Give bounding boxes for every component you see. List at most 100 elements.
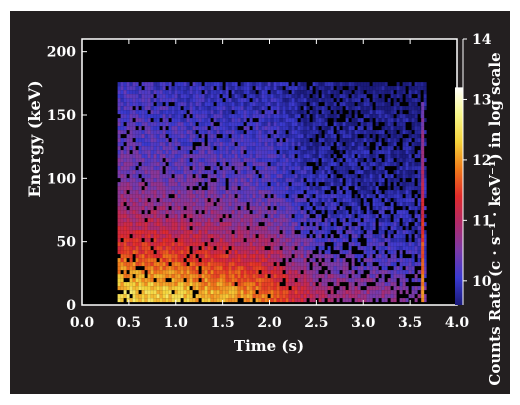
heatmap-cell [267,222,271,227]
heatmap-cell [213,130,217,135]
heatmap-cell [372,82,376,87]
heatmap-cell [348,198,352,203]
heatmap-cell [138,202,142,207]
heatmap-cell [384,158,388,163]
heatmap-cell [342,238,346,243]
heatmap-cell [258,218,262,223]
heatmap-cell [159,198,163,203]
heatmap-cell [138,230,142,235]
heatmap-cell [421,174,425,179]
heatmap-cell [141,246,145,251]
heatmap-cell [261,238,265,243]
heatmap-cell [414,298,418,303]
heatmap-cell [345,266,349,271]
heatmap-cell [270,294,274,299]
heatmap-cell [207,234,211,239]
heatmap-cell [186,142,190,147]
heatmap-cell [153,86,157,91]
heatmap-cell [354,210,358,215]
heatmap-cell [174,146,178,151]
heatmap-cell [387,138,391,143]
heatmap-cell [330,190,334,195]
heatmap-cell [216,194,220,199]
heatmap-cell [399,238,403,243]
heatmap-cell [138,278,142,283]
heatmap-cell [207,226,211,231]
heatmap-cell [408,202,412,207]
heatmap-cell [237,194,241,199]
heatmap-cell [159,90,163,95]
heatmap-cell [327,102,331,107]
heatmap-cell [192,134,196,139]
heatmap-cell [174,102,178,107]
heatmap-cell [423,130,427,135]
heatmap-cell [318,274,322,279]
heatmap-cell [129,110,133,115]
heatmap-cell [348,98,352,103]
heatmap-cell [210,206,214,211]
heatmap-cell [300,122,304,127]
heatmap-cell [270,210,274,215]
heatmap-cell [300,214,304,219]
heatmap-cell [285,118,289,123]
heatmap-cell [267,126,271,131]
heatmap-cell [180,86,184,91]
heatmap-cell [126,238,130,243]
heatmap-cell [405,114,409,119]
heatmap-cell [300,158,304,163]
heatmap-cell [333,258,337,263]
heatmap-cell [252,266,256,271]
heatmap-cell [201,206,205,211]
heatmap-cell [225,82,229,87]
heatmap-cell [339,250,343,255]
heatmap-cell [360,210,364,215]
heatmap-cell [228,114,232,119]
heatmap-cell [318,114,322,119]
heatmap-cell [372,218,376,223]
heatmap-cell [183,254,187,259]
heatmap-cell [270,290,274,295]
heatmap-cell [165,298,169,303]
heatmap-cell [384,258,388,263]
heatmap-cell [177,190,181,195]
heatmap-cell [351,86,355,91]
heatmap-cell [312,278,316,283]
heatmap-cell [294,194,298,199]
heatmap-cell [189,238,193,243]
heatmap-cell [168,114,172,119]
heatmap-cell [174,258,178,263]
heatmap-cell [246,274,250,279]
heatmap-cell [171,162,175,167]
heatmap-cell [219,110,223,115]
heatmap-cell [165,142,169,147]
heatmap-cell [423,270,427,275]
heatmap-cell [246,218,250,223]
heatmap-cell [336,126,340,131]
heatmap-cell [366,266,370,271]
heatmap-cell [120,202,124,207]
heatmap-cell [276,214,280,219]
heatmap-cell [318,150,322,155]
heatmap-cell [372,266,376,271]
heatmap-cell [381,282,385,287]
heatmap-cell [267,174,271,179]
heatmap-cell [168,198,172,203]
heatmap-cell [421,282,425,287]
heatmap-cell [393,194,397,199]
heatmap-cell [267,98,271,103]
heatmap-cell [216,170,220,175]
heatmap-cell [207,270,211,275]
heatmap-cell [246,246,250,251]
heatmap-cell [237,294,241,299]
heatmap-cell [219,206,223,211]
heatmap-cell [213,206,217,211]
heatmap-cell [384,138,388,143]
heatmap-cell [387,282,391,287]
heatmap-cell [423,238,427,243]
heatmap-cell [252,102,256,107]
heatmap-cell [171,86,175,91]
heatmap-cell [216,242,220,247]
heatmap-cell [321,82,325,87]
heatmap-cell [117,90,121,95]
heatmap-cell [402,126,406,131]
